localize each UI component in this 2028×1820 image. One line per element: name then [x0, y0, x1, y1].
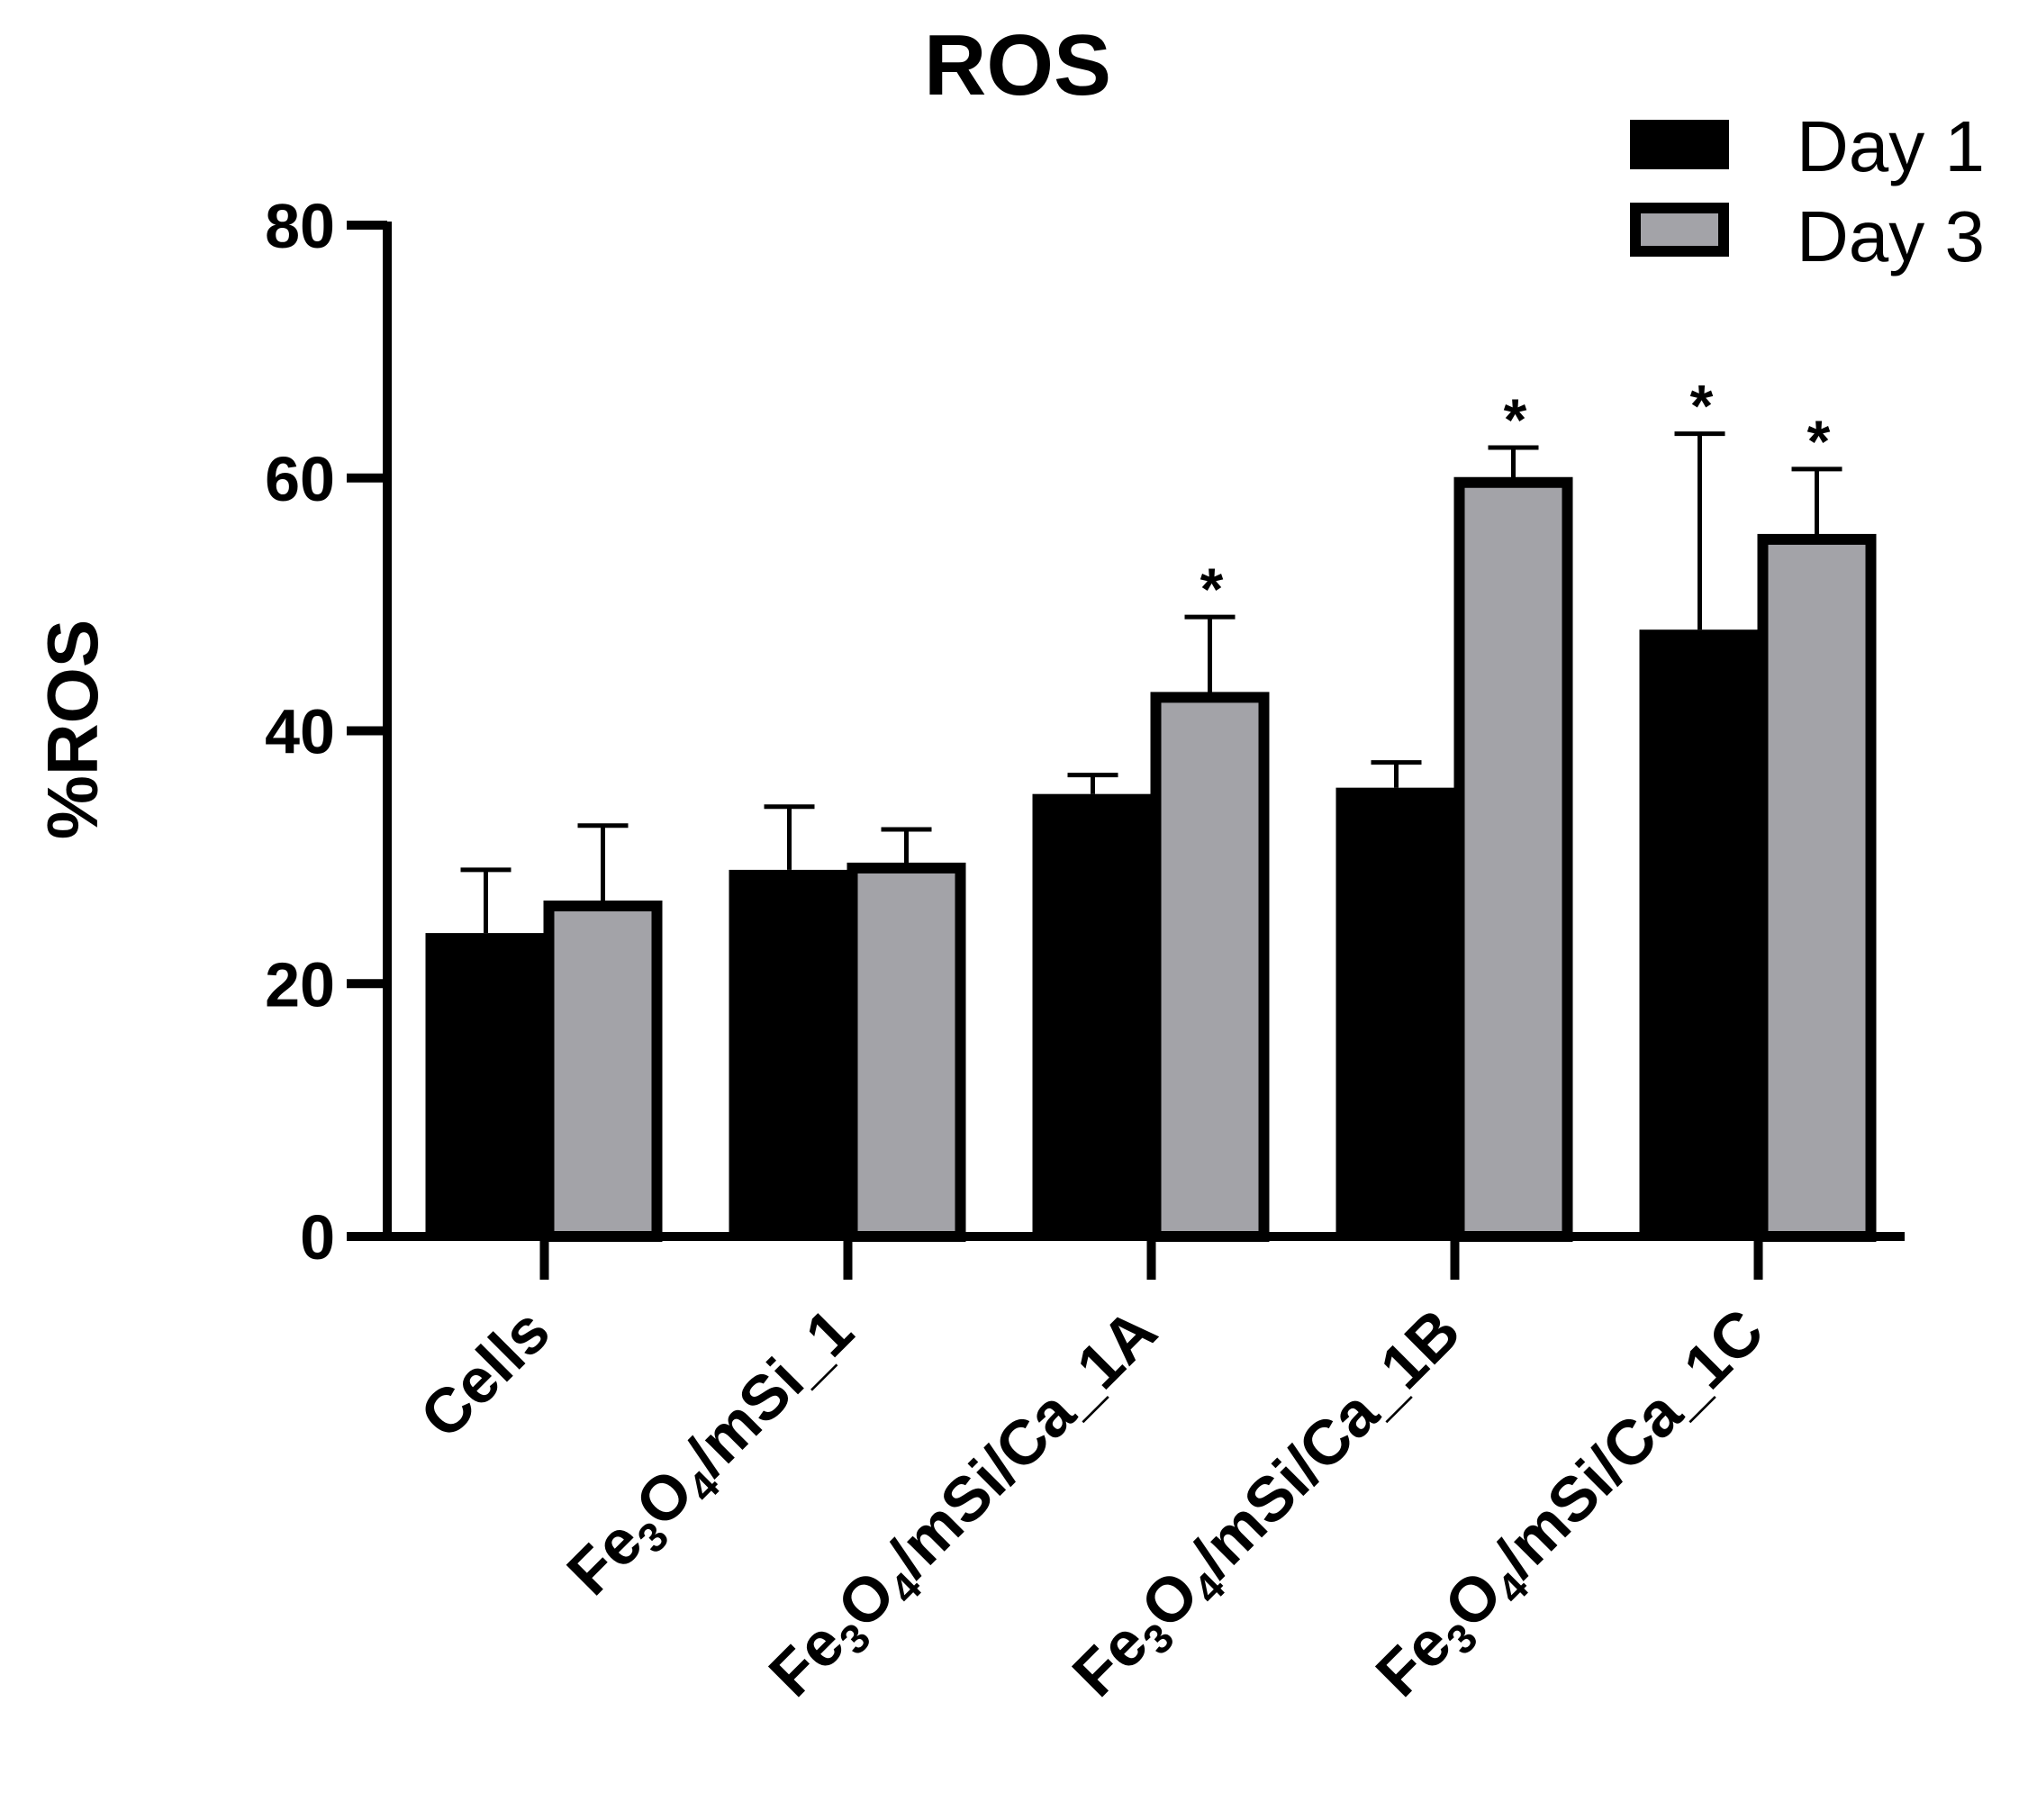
x-tick-label-part: /mSi/Ca_1B [1179, 1295, 1474, 1590]
bar-day3 [543, 901, 663, 1242]
legend-label-day3: Day 3 [1797, 196, 1985, 276]
x-tick-label-part: /mSi/Ca_1C [1482, 1295, 1778, 1590]
bar-day1 [1639, 629, 1761, 1236]
chart-title: ROS [924, 17, 1111, 113]
bar-day1 [425, 933, 547, 1236]
x-tick-label-part: /mSi/Ca_1A [875, 1295, 1171, 1590]
significance-marker: * [1690, 373, 1714, 439]
x-tick-label: Fe3O4/mSi_1 [554, 1295, 873, 1614]
y-tick-label: 20 [265, 949, 335, 1019]
legend: Day 1 Day 3 [1630, 106, 1985, 276]
bar-day3 [1150, 692, 1270, 1242]
bar-day1 [1335, 787, 1457, 1236]
bar-day3 [847, 862, 966, 1242]
x-tick-label-part: /mSi_1 [673, 1295, 866, 1489]
legend-swatch-day1 [1630, 120, 1729, 169]
x-tick-label-part: Cells [407, 1295, 563, 1451]
x-axis: CellsFe3O4/mSi_1Fe3O4/mSi/Ca_1AFe3O4/mSi… [383, 1232, 1905, 1709]
significance-marker: * [1807, 408, 1831, 475]
legend-label-day1: Day 1 [1797, 106, 1985, 186]
y-axis-label: %ROS [32, 620, 113, 840]
significance-marker: * [1200, 556, 1224, 622]
significance-marker: * [1504, 386, 1527, 453]
y-tick-label: 60 [265, 444, 335, 514]
bar-day3 [1453, 476, 1573, 1242]
bar-day3 [1757, 533, 1877, 1242]
x-tick-label: Cells [407, 1295, 563, 1451]
y-tick-label: 80 [265, 191, 335, 261]
y-tick-label: 40 [265, 697, 335, 767]
error-bars: * * * * [460, 373, 1842, 934]
y-axis: 0 20 40 60 80 [265, 191, 392, 1272]
bar-day1 [729, 869, 850, 1236]
y-tick-label: 0 [300, 1202, 335, 1272]
bars [425, 476, 1877, 1242]
legend-swatch-day3 [1630, 203, 1729, 257]
bar-day1 [1032, 793, 1154, 1236]
